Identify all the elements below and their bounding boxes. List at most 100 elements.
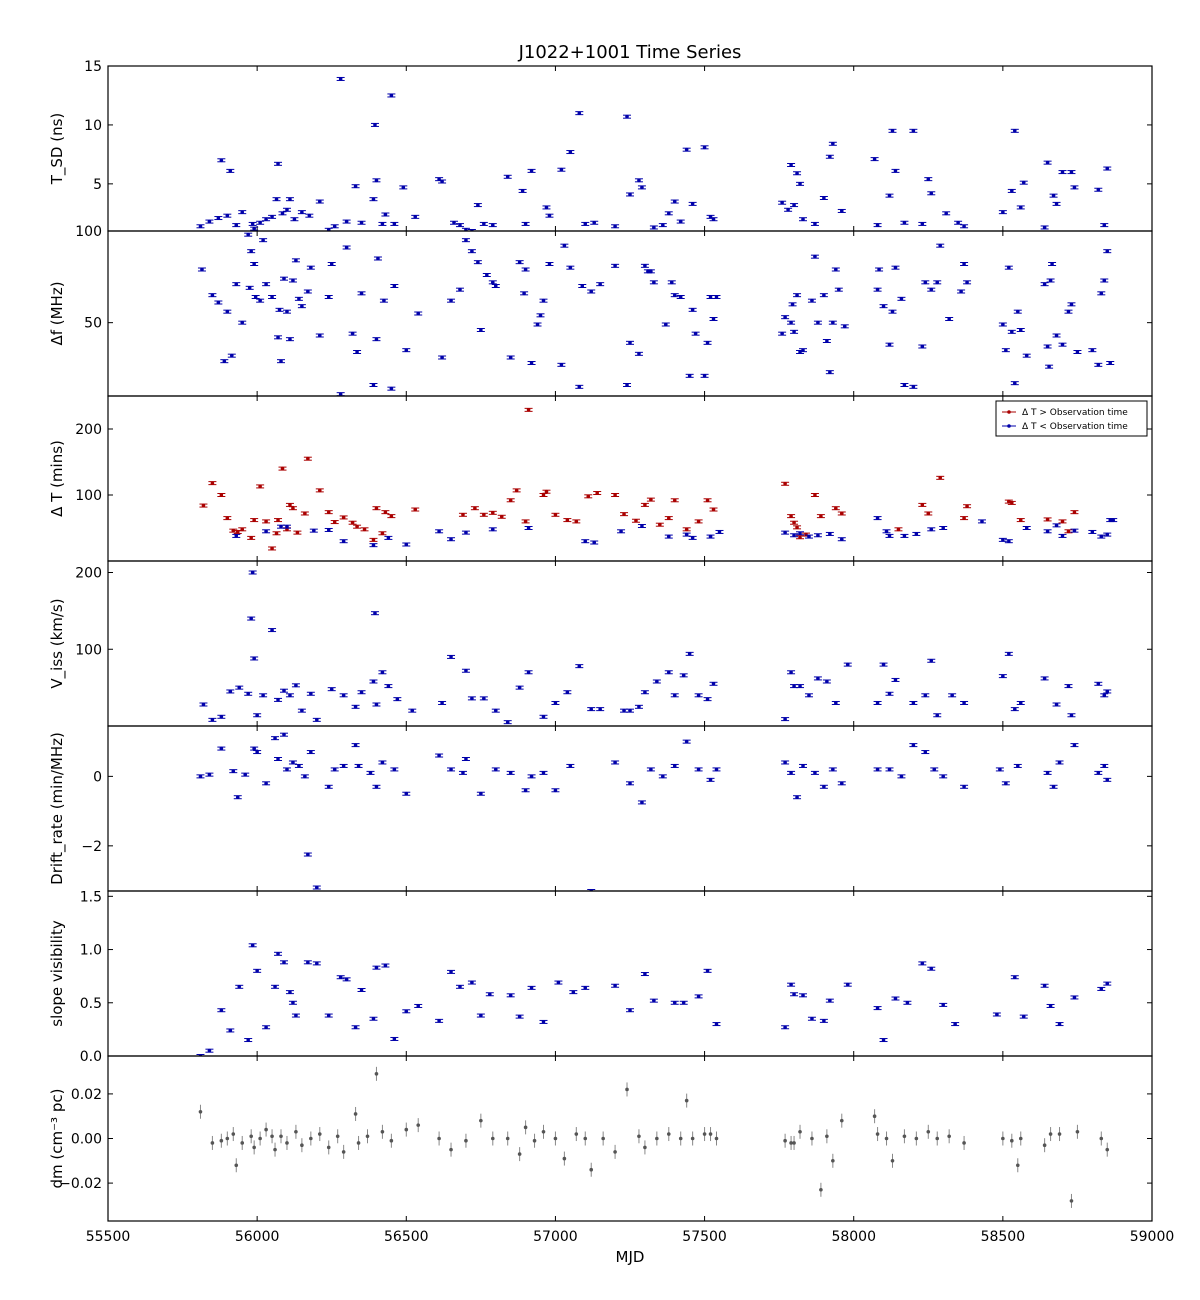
marker (291, 1000, 295, 1005)
data-point (1046, 1003, 1055, 1008)
marker (234, 282, 239, 286)
data-point (1016, 328, 1025, 332)
marker (309, 691, 313, 696)
data-point (684, 1093, 689, 1108)
marker (643, 690, 647, 695)
data-point (1043, 529, 1052, 534)
data-point (611, 224, 620, 229)
data-point (670, 498, 679, 503)
marker (374, 337, 379, 341)
data-point (715, 529, 724, 534)
marker (1042, 282, 1047, 286)
marker (613, 493, 617, 497)
marker (783, 481, 787, 486)
data-point (488, 527, 497, 532)
marker (373, 123, 377, 127)
marker (1010, 1138, 1014, 1143)
marker (541, 714, 546, 719)
data-point (324, 527, 333, 532)
data-point (342, 219, 351, 224)
marker (589, 707, 594, 711)
marker (523, 788, 528, 793)
marker (234, 1163, 239, 1168)
data-point (205, 219, 214, 224)
data-point (927, 966, 936, 971)
marker (449, 1147, 453, 1152)
marker (875, 223, 880, 227)
marker (249, 616, 253, 621)
data-point (676, 295, 685, 299)
marker (693, 331, 698, 336)
marker (696, 519, 701, 524)
data-point (682, 527, 691, 532)
data-point (272, 531, 281, 536)
marker (923, 280, 928, 285)
data-point (1004, 265, 1013, 270)
data-points (198, 1066, 1110, 1208)
marker (326, 528, 331, 532)
data-point (369, 197, 378, 202)
data-point (262, 217, 271, 222)
data-point (1004, 651, 1013, 656)
marker (1007, 265, 1011, 270)
data-point (691, 331, 700, 336)
marker (950, 693, 954, 698)
marker (270, 295, 274, 299)
data-point (250, 746, 259, 751)
data-point (366, 770, 375, 775)
data-point (467, 249, 476, 254)
data-point (521, 788, 530, 793)
marker (464, 228, 468, 231)
marker (783, 530, 787, 535)
marker (306, 960, 310, 965)
data-point (1042, 1138, 1047, 1153)
data-point (378, 760, 387, 765)
data-point (578, 284, 587, 288)
data-point (357, 690, 366, 695)
marker (1015, 1163, 1020, 1168)
marker (529, 774, 534, 779)
data-point (268, 214, 277, 219)
marker (828, 998, 832, 1003)
marker (568, 150, 573, 154)
data-point (370, 611, 379, 616)
data-point (1070, 528, 1079, 533)
marker (1054, 523, 1059, 528)
marker (490, 223, 495, 227)
data-point (563, 690, 572, 695)
data-point (1019, 1014, 1028, 1019)
data-point (706, 534, 715, 539)
data-point (238, 527, 247, 532)
marker (389, 1138, 394, 1143)
data-point (790, 533, 799, 538)
marker (789, 670, 793, 675)
data-point (461, 238, 470, 243)
data-point (790, 329, 799, 334)
data-point (995, 767, 1004, 772)
data-point (360, 527, 369, 532)
y-tick-label: −0.02 (59, 1176, 102, 1192)
data-point (390, 1036, 399, 1041)
marker (258, 298, 262, 303)
marker (583, 539, 588, 543)
data-point (790, 992, 799, 997)
data-point (282, 524, 291, 529)
data-point (676, 219, 685, 224)
marker (711, 217, 716, 222)
marker (285, 1141, 289, 1145)
y-tick-label: 5 (93, 177, 102, 193)
data-point (623, 114, 632, 119)
data-point (250, 262, 259, 266)
marker (932, 767, 937, 772)
marker (294, 683, 298, 688)
data-point (378, 531, 387, 536)
data-point (303, 960, 312, 965)
marker (253, 295, 258, 299)
marker (258, 220, 262, 225)
data-point (796, 181, 805, 186)
marker (1099, 291, 1104, 296)
marker (911, 743, 916, 747)
data-point (527, 361, 536, 365)
data-point (646, 269, 655, 274)
legend-marker-dot (1007, 424, 1011, 428)
